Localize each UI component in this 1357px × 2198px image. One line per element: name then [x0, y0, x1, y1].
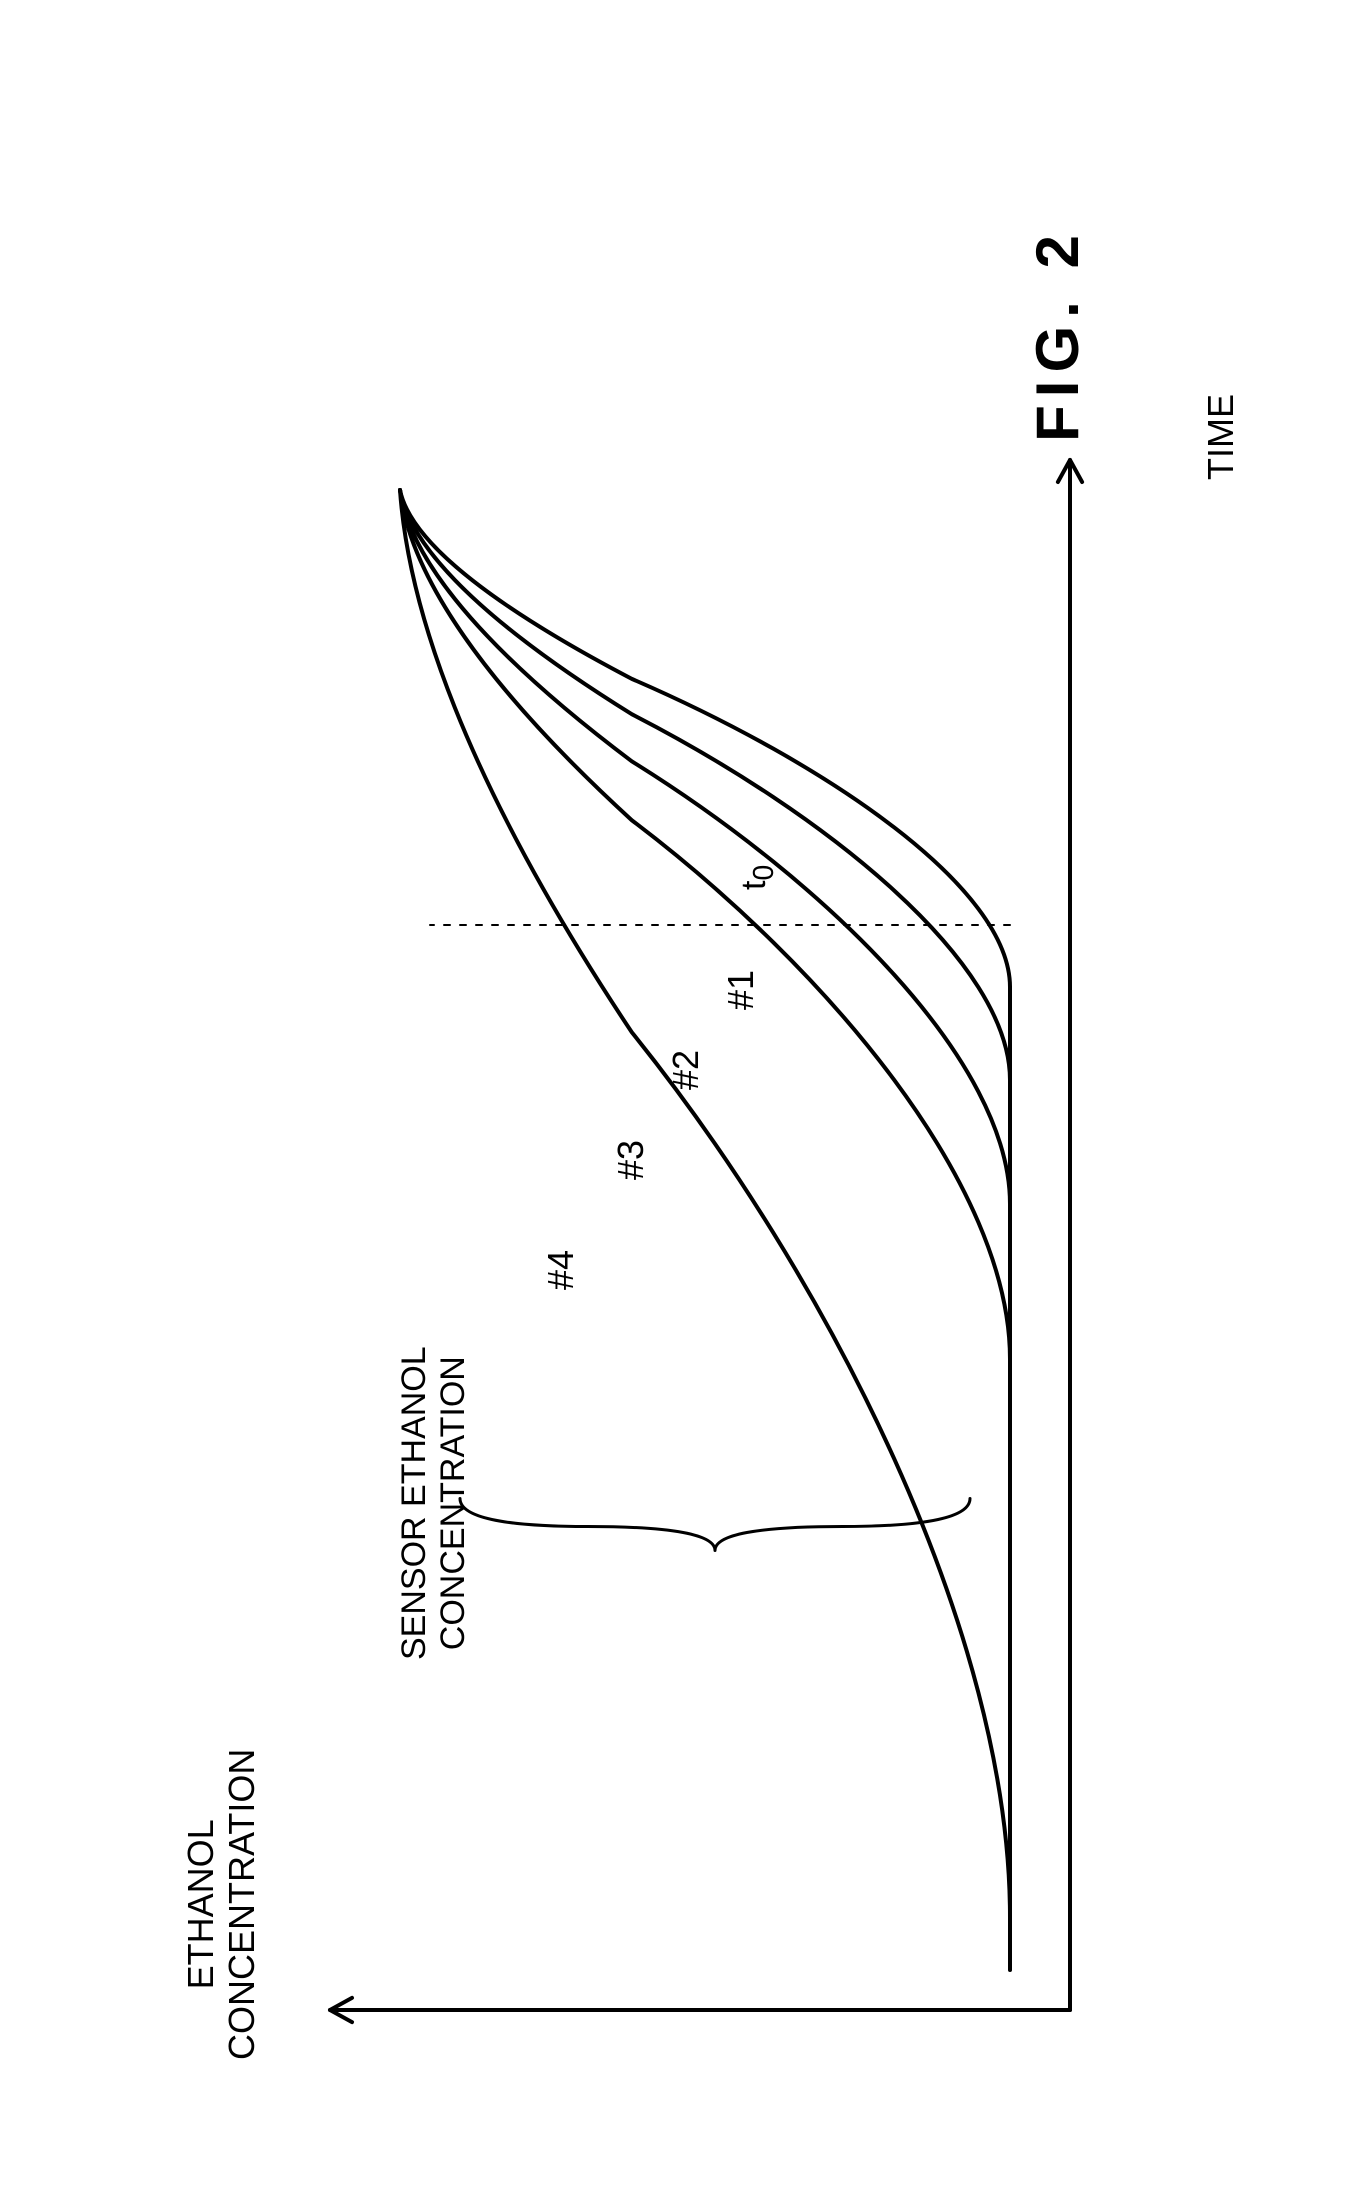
curve-3: [400, 490, 1010, 1080]
page: FIG. 2 ETHANOL CONCENTRATION TIME t0 SEN…: [0, 0, 1357, 2198]
curve-brace: [460, 1499, 970, 1551]
plot-area: [290, 400, 1190, 2100]
curve-0: [400, 490, 1010, 1917]
y-axis-label: ETHANOL CONCENTRATION: [180, 1749, 263, 2060]
x-axis-label: TIME: [1200, 394, 1242, 480]
